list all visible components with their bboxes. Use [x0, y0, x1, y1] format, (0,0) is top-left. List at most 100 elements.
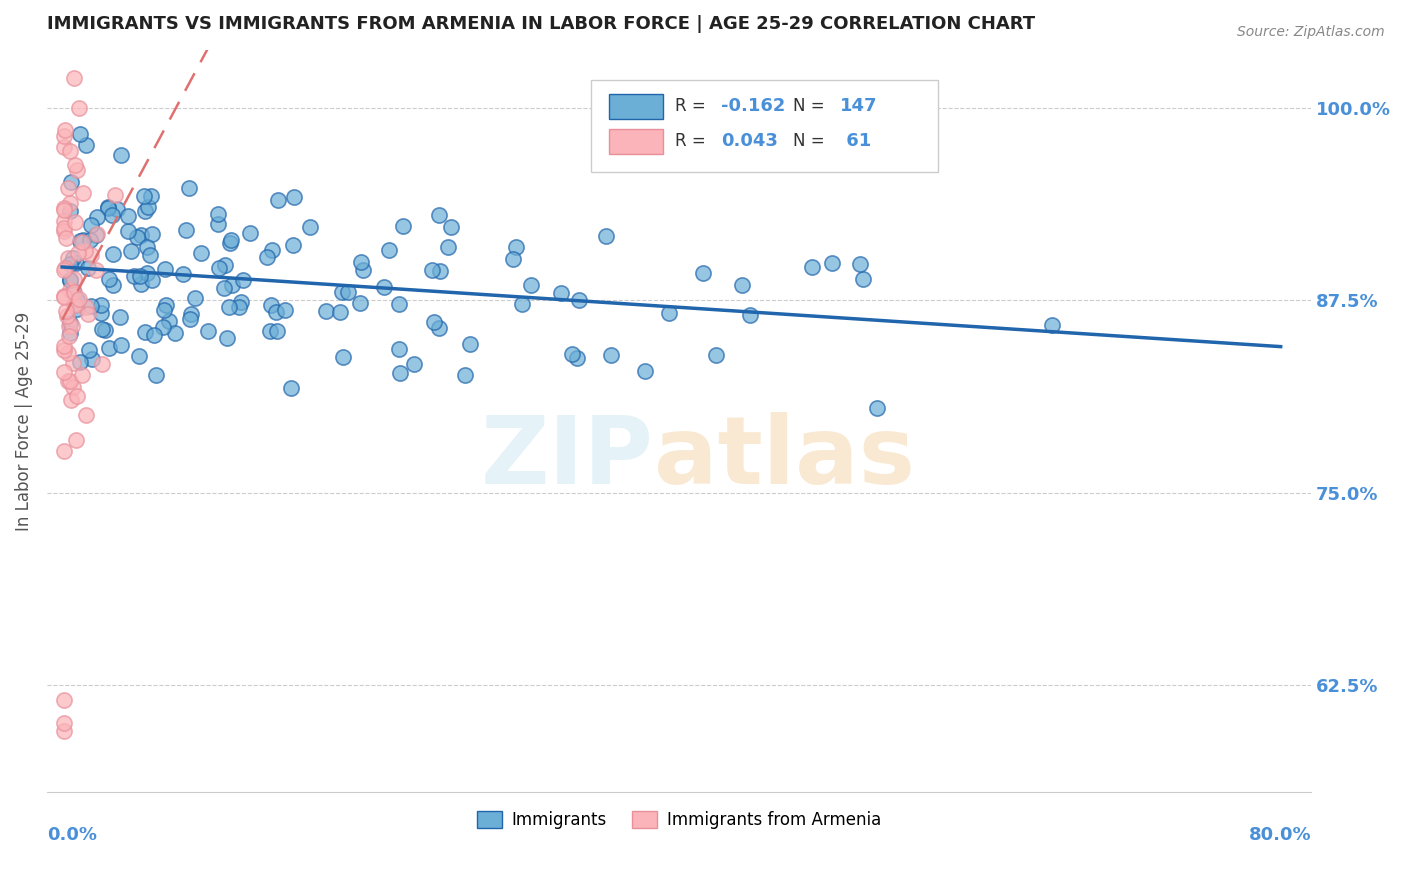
Point — [56, 346, 79, 360]
Point — [90, 306, 112, 320]
Point — [229, 295, 252, 310]
Point — [59, 283, 82, 297]
Point — [849, 257, 872, 271]
Point — [108, 310, 131, 325]
Point — [427, 321, 450, 335]
Point — [280, 381, 302, 395]
Point — [801, 260, 824, 275]
Point — [155, 261, 177, 276]
Point — [52, 129, 75, 144]
Point — [80, 299, 103, 313]
Point — [262, 243, 284, 257]
Text: atlas: atlas — [654, 412, 915, 504]
Point — [90, 298, 112, 312]
Point — [179, 180, 201, 194]
Point — [207, 207, 229, 221]
Point — [190, 245, 212, 260]
Point — [52, 716, 75, 731]
Point — [388, 297, 411, 311]
Point — [208, 261, 231, 276]
FancyBboxPatch shape — [609, 128, 662, 153]
Point — [101, 208, 124, 222]
Legend: Immigrants, Immigrants from Armenia: Immigrants, Immigrants from Armenia — [470, 805, 889, 836]
Point — [69, 355, 91, 369]
Point — [214, 258, 236, 272]
Point — [738, 308, 761, 322]
Point — [141, 273, 163, 287]
Point — [704, 348, 727, 362]
Point — [52, 263, 75, 277]
Text: R =: R = — [675, 96, 711, 114]
Point — [437, 240, 460, 254]
Point — [52, 723, 75, 738]
Point — [550, 286, 572, 301]
Point — [79, 233, 101, 247]
Point — [94, 323, 117, 337]
Point — [1040, 318, 1063, 333]
Point — [157, 314, 180, 328]
Point — [458, 337, 481, 351]
Point — [67, 246, 90, 260]
Point — [63, 215, 86, 229]
Point — [221, 277, 243, 292]
Text: R =: R = — [675, 132, 711, 150]
Point — [129, 277, 152, 291]
Point — [136, 239, 159, 253]
Point — [427, 209, 450, 223]
FancyBboxPatch shape — [609, 94, 662, 119]
Point — [59, 175, 82, 189]
Point — [59, 257, 82, 271]
Point — [239, 226, 262, 240]
Point — [53, 202, 76, 217]
Point — [332, 350, 354, 364]
Point — [62, 251, 84, 265]
Point — [315, 304, 337, 318]
Point — [267, 193, 290, 207]
Point — [110, 148, 132, 162]
Point — [97, 201, 120, 215]
Text: IMMIGRANTS VS IMMIGRANTS FROM ARMENIA IN LABOR FORCE | AGE 25-29 CORRELATION CHA: IMMIGRANTS VS IMMIGRANTS FROM ARMENIA IN… — [46, 15, 1035, 33]
Point — [332, 285, 354, 300]
Point — [55, 304, 77, 318]
Point — [65, 256, 87, 270]
Point — [63, 298, 86, 312]
Point — [866, 401, 889, 416]
Point — [392, 219, 415, 234]
Point — [59, 316, 82, 330]
Point — [63, 285, 86, 299]
Point — [90, 357, 112, 371]
Point — [141, 227, 163, 242]
Point — [80, 248, 103, 262]
Point — [179, 312, 201, 326]
Point — [70, 235, 93, 250]
Point — [52, 290, 75, 304]
Point — [218, 236, 240, 251]
Point — [299, 220, 322, 235]
Point — [72, 233, 94, 247]
Point — [59, 144, 82, 158]
Point — [256, 251, 278, 265]
Point — [336, 285, 359, 299]
Point — [217, 331, 239, 345]
Point — [183, 291, 205, 305]
Point — [429, 264, 451, 278]
Point — [86, 210, 108, 224]
Point — [58, 318, 80, 333]
Point — [127, 230, 149, 244]
Point — [53, 214, 76, 228]
Point — [599, 348, 621, 362]
Point — [98, 271, 121, 285]
Point — [136, 266, 159, 280]
Text: N =: N = — [793, 132, 830, 150]
Point — [72, 186, 94, 201]
Point — [505, 240, 527, 254]
Point — [67, 101, 90, 115]
Point — [520, 277, 543, 292]
Point — [633, 364, 655, 378]
Point — [228, 301, 250, 315]
Point — [117, 209, 139, 223]
Point — [52, 201, 75, 215]
Point — [91, 321, 114, 335]
Point — [422, 263, 444, 277]
Point — [53, 122, 76, 136]
